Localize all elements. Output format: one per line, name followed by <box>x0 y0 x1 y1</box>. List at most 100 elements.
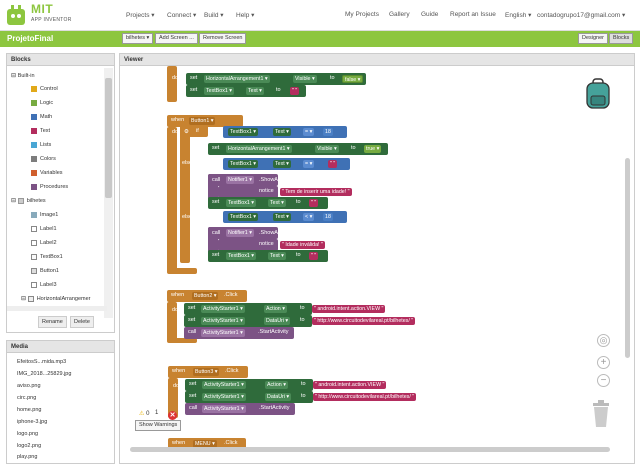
property-dropdown[interactable]: DataUri ▾ <box>264 317 291 325</box>
blocks-button[interactable]: Blocks <box>609 33 634 44</box>
alert-message-2[interactable]: " Idade inválida! " <box>280 241 325 249</box>
collapse-icon[interactable]: ⊟ <box>11 198 18 204</box>
empty-text-value[interactable]: " " <box>290 87 300 95</box>
component-dropdown[interactable]: Button3 ▾ <box>193 368 220 376</box>
media-file[interactable]: EfeitosS...mida.mp3 <box>17 359 67 365</box>
builtin-procedures[interactable]: Procedures <box>31 181 68 193</box>
action-value[interactable]: " android.intent.action.VIEW " <box>313 381 387 389</box>
component-dropdown[interactable]: ActivityStarter1 ▾ <box>201 329 245 337</box>
property-dropdown[interactable]: Text ▾ <box>246 87 264 95</box>
operator-dropdown[interactable]: = ▾ <box>303 160 315 168</box>
zoom-in-icon[interactable]: + <box>597 356 610 369</box>
component-dropdown[interactable]: TextBox1 ▾ <box>204 87 234 95</box>
component-label1[interactable]: Label1 <box>31 223 57 235</box>
menu-build[interactable]: Build ▾ <box>204 12 224 19</box>
blocks-horizontal-scrollbar[interactable] <box>7 306 107 311</box>
empty-text-value[interactable]: " " <box>309 199 319 207</box>
property-dropdown[interactable]: Text ▾ <box>268 199 286 207</box>
user-menu[interactable]: contadogrupo17@gmail.com ▾ <box>537 12 626 19</box>
menu-projects[interactable]: Projects ▾ <box>126 12 155 19</box>
component-textbox1[interactable]: TextBox1 <box>31 251 63 263</box>
component-horizontal-arrangement[interactable]: ⊟ HorizontalArrangemer <box>21 293 91 305</box>
builtin-text[interactable]: Text <box>31 125 50 137</box>
component-dropdown[interactable]: HorizontalArrangement1 ▾ <box>204 75 270 83</box>
number-value[interactable]: 18 <box>323 128 333 136</box>
builtin-lists[interactable]: Lists <box>31 139 51 151</box>
media-file[interactable]: logo.png <box>17 431 39 437</box>
number-value[interactable]: 18 <box>323 213 333 221</box>
collapse-icon[interactable]: ⊟ <box>11 73 18 79</box>
media-file[interactable]: circ.png <box>17 395 37 401</box>
menu-help[interactable]: Help ▾ <box>236 12 255 19</box>
component-dropdown[interactable]: ActivityStarter1 ▾ <box>201 317 245 325</box>
tree-screen[interactable]: ⊟ bilhetes <box>11 195 46 207</box>
link-guide[interactable]: Guide <box>421 11 439 18</box>
builtin-math[interactable]: Math <box>31 111 52 123</box>
language-menu[interactable]: English ▾ <box>505 12 532 19</box>
rename-button[interactable]: Rename <box>38 316 67 328</box>
recenter-icon[interactable]: ◎ <box>597 334 610 347</box>
action-value[interactable]: " android.intent.action.VIEW " <box>312 305 386 313</box>
component-dropdown[interactable]: Notifier1 ▾ <box>226 176 254 184</box>
media-file[interactable]: iphone-3.jpg <box>17 419 48 425</box>
property-dropdown[interactable]: DataUri ▾ <box>265 393 292 401</box>
remove-screen-button[interactable]: Remove Screen <box>199 33 247 44</box>
delete-button[interactable]: Delete <box>70 316 94 328</box>
builtin-logic[interactable]: Logic <box>31 97 53 109</box>
operator-dropdown[interactable]: = ▾ <box>303 128 315 136</box>
call-notifier-block[interactable] <box>208 227 218 261</box>
menu-connect[interactable]: Connect ▾ <box>167 12 197 19</box>
property-dropdown[interactable]: Text ▾ <box>273 128 291 136</box>
zoom-out-icon[interactable]: − <box>597 374 610 387</box>
url-value[interactable]: " http://www.circuitodevilareal.pt/bilhe… <box>312 317 416 325</box>
component-dropdown[interactable]: TextBox1 ▾ <box>228 213 258 221</box>
property-dropdown[interactable]: Visible ▾ <box>293 75 317 83</box>
show-warnings-button[interactable]: Show Warnings <box>135 420 182 431</box>
component-dropdown[interactable]: Button1 ▾ <box>189 117 216 125</box>
trash-icon[interactable] <box>591 400 611 428</box>
empty-text-value[interactable]: " " <box>309 252 319 260</box>
false-value[interactable]: false ▾ <box>342 75 364 83</box>
media-file[interactable]: play.png <box>17 454 38 460</box>
component-dropdown[interactable]: MENU ▾ <box>193 440 217 448</box>
component-dropdown[interactable]: ActivityStarter1 ▾ <box>202 405 246 413</box>
property-dropdown[interactable]: Text ▾ <box>273 160 291 168</box>
property-dropdown[interactable]: Text ▾ <box>273 213 291 221</box>
tree-builtin[interactable]: ⊟ Built-in <box>11 70 35 82</box>
component-image1[interactable]: Image1 <box>31 209 58 221</box>
property-dropdown[interactable]: Action ▾ <box>264 305 287 313</box>
alert-message-1[interactable]: " Tem de inserir uma idade! " <box>280 188 352 196</box>
component-label3[interactable]: Label3 <box>31 279 57 291</box>
designer-button[interactable]: Designer <box>578 33 609 44</box>
component-dropdown[interactable]: ActivityStarter1 ▾ <box>202 381 246 389</box>
property-dropdown[interactable]: Action ▾ <box>265 381 288 389</box>
workspace-horizontal-scrollbar[interactable] <box>130 447 610 452</box>
link-gallery[interactable]: Gallery <box>389 11 410 18</box>
builtin-colors[interactable]: Colors <box>31 153 56 165</box>
component-dropdown[interactable]: TextBox1 ▾ <box>228 160 258 168</box>
blocks-workspace[interactable]: do set HorizontalArrangement1 ▾ Visible … <box>120 66 634 454</box>
true-value[interactable]: true ▾ <box>364 145 382 153</box>
component-dropdown[interactable]: TextBox1 ▾ <box>228 128 258 136</box>
builtin-control[interactable]: Control <box>31 83 58 95</box>
property-dropdown[interactable]: Visible ▾ <box>315 145 339 153</box>
blocks-scrollbar[interactable] <box>104 68 113 318</box>
empty-text-value[interactable]: " " <box>328 160 338 168</box>
component-dropdown[interactable]: Notifier1 ▾ <box>226 229 254 237</box>
backpack-icon[interactable] <box>585 78 611 110</box>
component-dropdown[interactable]: ActivityStarter1 ▾ <box>202 393 246 401</box>
component-dropdown[interactable]: Button2 ▾ <box>192 292 219 300</box>
media-file[interactable]: home.png <box>17 407 42 413</box>
if-gear-icon[interactable]: ⚙ <box>184 129 189 135</box>
operator-dropdown[interactable]: < ▾ <box>303 213 315 221</box>
builtin-variables[interactable]: Variables <box>31 167 63 179</box>
error-icon[interactable]: ✕ <box>168 411 177 420</box>
component-dropdown[interactable]: HorizontalArrangement1 ▾ <box>226 145 292 153</box>
media-file[interactable]: aviso.png <box>17 383 41 389</box>
event-block-top[interactable] <box>167 66 177 102</box>
link-my-projects[interactable]: My Projects <box>345 11 379 18</box>
workspace-vertical-scrollbar[interactable] <box>625 158 630 358</box>
property-dropdown[interactable]: Text ▾ <box>268 252 286 260</box>
component-label2[interactable]: Label2 <box>31 237 57 249</box>
media-file[interactable]: IMG_2018...25829.jpg <box>17 371 72 377</box>
